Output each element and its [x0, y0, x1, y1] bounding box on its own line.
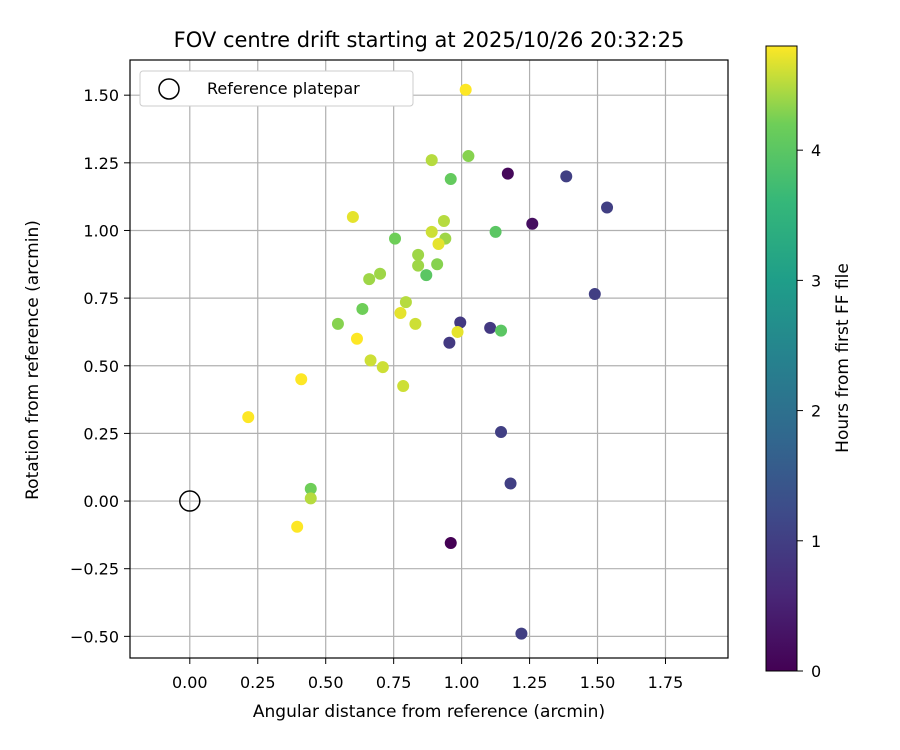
scatter-point: [295, 373, 308, 386]
x-tick-label: 1.50: [580, 673, 616, 692]
x-tick-label: 1.75: [648, 673, 684, 692]
scatter-point: [588, 288, 601, 301]
legend-marker-icon: [158, 78, 180, 100]
scatter-point: [443, 336, 456, 349]
scatter-point: [432, 238, 445, 250]
colorbar: 0 1 2 3 4 Hours from first FF file: [765, 45, 853, 681]
colorbar-ticks: 0 1 2 3 4: [797, 141, 821, 681]
scatter-point: [526, 217, 539, 230]
scatter-point: [425, 225, 438, 238]
x-axis-ticks: 0.00 0.25 0.50 0.75 1.00 1.25 1.50 1.75: [172, 658, 683, 692]
scatter-point: [242, 411, 255, 424]
scatter-point: [454, 316, 467, 329]
scatter-point: [364, 354, 377, 367]
scatter-point: [489, 225, 502, 238]
colorbar-tick-label: 4: [811, 141, 821, 160]
scatter-point: [560, 170, 573, 183]
y-tick-label: 0.25: [83, 424, 119, 443]
x-tick-label: 1.25: [512, 673, 548, 692]
scatter-point: [412, 259, 425, 272]
scatter-point: [444, 173, 457, 186]
scatter-point: [515, 627, 528, 640]
data-points: [242, 83, 614, 640]
scatter-point: [437, 215, 450, 227]
scatter-point: [350, 332, 363, 345]
y-tick-label: 0.75: [83, 289, 119, 308]
chart-title: FOV centre drift starting at 2025/10/26 …: [174, 28, 685, 52]
legend-entry-reference: Reference platepar: [207, 79, 360, 98]
scatter-point: [389, 232, 402, 245]
y-tick-label: −0.25: [70, 560, 119, 579]
legend-box: [139, 70, 414, 107]
colorbar-tick-label: 3: [811, 271, 821, 290]
scatter-point: [376, 361, 389, 374]
scatter-point: [601, 201, 614, 214]
y-axis-ticks: −0.50 −0.25 0.00 0.25 0.50 0.75 1.00 1.25 1.50: [70, 86, 130, 646]
scatter-point: [409, 317, 422, 330]
scatter-point: [425, 154, 438, 167]
scatter-point: [363, 273, 376, 286]
scatter-point: [420, 269, 433, 282]
scatter-point: [495, 426, 508, 439]
scatter-point: [484, 321, 497, 334]
x-tick-label: 0.25: [240, 673, 276, 692]
y-tick-label: 0.00: [83, 492, 119, 511]
legend: Reference platepar: [139, 70, 414, 107]
y-tick-label: 1.50: [83, 86, 119, 105]
colorbar-tick-label: 0: [811, 662, 821, 681]
y-tick-label: 1.25: [83, 154, 119, 173]
y-tick-label: 0.50: [83, 357, 119, 376]
scatter-point: [431, 258, 444, 271]
scatter-point: [394, 307, 407, 319]
scatter-point: [304, 492, 317, 505]
x-tick-label: 0.50: [308, 673, 344, 692]
scatter-point: [356, 302, 369, 315]
plot-frame: [129, 59, 729, 659]
scatter-point: [304, 482, 317, 495]
x-tick-label: 1.00: [444, 673, 480, 692]
scatter-point: [495, 324, 508, 337]
scatter-point: [399, 296, 412, 309]
scatter-point: [459, 83, 472, 96]
y-tick-label: 1.00: [83, 221, 119, 240]
y-axis-label: Rotation from reference (arcmin): [23, 220, 43, 500]
x-tick-label: 0.75: [376, 673, 412, 692]
colorbar-tick-label: 1: [811, 532, 821, 551]
scatter-point: [291, 520, 304, 533]
x-axis-label: Angular distance from reference (arcmin): [253, 702, 605, 722]
y-tick-label: −0.50: [70, 627, 119, 646]
scatter-point: [412, 248, 425, 261]
colorbar-label: Hours from first FF file: [833, 263, 853, 453]
scatter-point: [331, 317, 344, 330]
scatter-point: [346, 210, 359, 223]
reference-platepar-marker: [179, 490, 201, 512]
scatter-point: [444, 537, 457, 549]
scatter-point: [374, 267, 387, 280]
scatter-point: [397, 380, 410, 393]
scatter-point: [451, 325, 464, 338]
colorbar-gradient: [765, 45, 798, 672]
x-tick-label: 0.00: [172, 673, 208, 692]
scatter-point: [462, 150, 475, 163]
scatter-point: [504, 477, 517, 490]
scatter-point: [501, 167, 514, 180]
grid: [130, 60, 728, 658]
colorbar-tick-label: 2: [811, 402, 821, 421]
